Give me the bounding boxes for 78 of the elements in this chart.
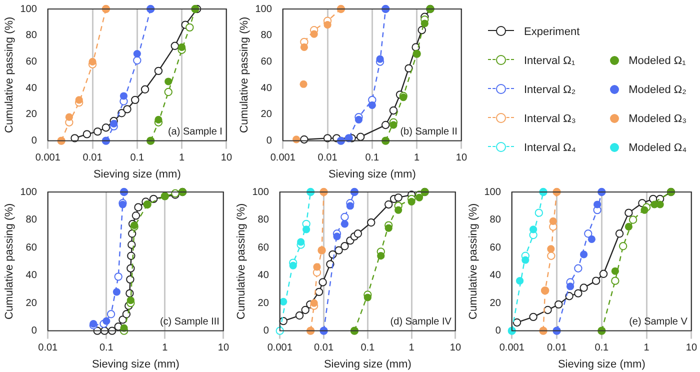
x-tick-label: 1	[162, 342, 168, 354]
y-tick-label: 100	[255, 4, 272, 15]
x-tick-label: 10	[456, 152, 468, 164]
annotation: (a) Sample I	[168, 126, 222, 138]
legend-label: Interval Ω₁	[524, 55, 576, 67]
x-tick-label: 1	[179, 152, 186, 164]
y-tick-label: 20	[260, 109, 272, 120]
y-axis-title: Cumulative passing (%)	[238, 16, 251, 133]
y-tick-label: 80	[260, 30, 272, 42]
x-axis-title: Sieving size (mm)	[324, 358, 412, 370]
annotation: (d) Sample IV	[390, 316, 452, 328]
x-tick-label: 1	[414, 152, 420, 164]
x-tick-label: 0.001	[35, 152, 61, 164]
y-tick-label: 100	[252, 186, 270, 198]
x-tick-label: 10	[450, 342, 462, 354]
y-tick-label: 20	[26, 109, 38, 120]
x-tick-label: 10	[218, 342, 230, 354]
x-tick-label: 0.1	[360, 342, 376, 354]
x-tick-label: 1	[644, 342, 650, 354]
y-tick-label: 100	[20, 4, 38, 15]
legend-label: Modeled Ω₄	[628, 142, 687, 154]
x-tick-label: 0.01	[318, 152, 338, 164]
x-tick-label: 0.001	[267, 342, 293, 354]
x-axis-title: Sieving size (mm)	[558, 358, 646, 370]
y-axis-title: Cumulative passing (%)	[4, 203, 16, 320]
y-tick-label: 0	[263, 326, 270, 337]
y-tick-label: 100	[484, 186, 502, 198]
y-tick-label: 100	[20, 186, 38, 198]
x-tick-label: 1	[408, 342, 415, 354]
legend-label: Modeled Ω₁	[628, 55, 686, 67]
y-tick-label: 80	[258, 214, 270, 226]
x-tick-label: 0.01	[314, 342, 334, 354]
y-tick-label: 0	[495, 326, 502, 337]
legend-label: Modeled Ω₃	[628, 113, 687, 125]
annotation: (e) Sample V	[629, 316, 688, 328]
x-tick-label: 0.001	[270, 152, 296, 164]
y-axis-title: Cumulative passing (%)	[468, 203, 480, 320]
y-tick-label: 0	[31, 326, 38, 337]
y-tick-label: 40	[26, 270, 38, 282]
x-tick-label: 0.1	[99, 342, 114, 354]
annotation: (c) Sample III	[160, 316, 220, 328]
y-tick-label: 60	[260, 56, 272, 68]
x-tick-label: 0.1	[130, 152, 145, 164]
annotation: (b) Sample II	[400, 126, 458, 138]
y-axis-title: Cumulative passing (%)	[4, 16, 16, 133]
y-tick-label: 40	[490, 270, 502, 282]
x-tick-label: 0.01	[38, 342, 58, 354]
y-tick-label: 60	[26, 56, 38, 68]
y-tick-label: 0	[266, 136, 272, 147]
y-tick-label: 60	[26, 242, 38, 254]
y-tick-label: 20	[26, 298, 38, 309]
y-tick-label: 80	[26, 214, 38, 226]
y-tick-label: 20	[490, 298, 502, 309]
y-tick-label: 60	[258, 242, 270, 254]
x-tick-label: 0.01	[547, 342, 567, 354]
y-tick-label: 40	[26, 82, 38, 94]
y-tick-label: 40	[260, 82, 272, 94]
legend-label: Interval Ω₃	[524, 113, 576, 125]
legend-label: Modeled Ω₂	[628, 84, 686, 96]
legend-label: Interval Ω₂	[524, 84, 576, 96]
x-tick-label: 0.1	[594, 342, 610, 354]
x-axis-title: Sieving size (mm)	[328, 168, 416, 180]
y-tick-label: 20	[258, 298, 270, 309]
x-axis-title: Sieving size (mm)	[92, 358, 180, 370]
legend-label: Interval Ω₄	[524, 142, 576, 154]
y-tick-label: 80	[490, 214, 502, 226]
x-tick-label: 10	[686, 342, 698, 354]
y-tick-label: 0	[31, 136, 38, 147]
y-tick-label: 80	[26, 30, 38, 42]
y-tick-label: 40	[258, 270, 270, 282]
y-tick-label: 60	[490, 242, 502, 254]
x-tick-label: 0.01	[82, 152, 103, 164]
x-tick-label: 0.1	[365, 152, 380, 164]
x-tick-label: 0.001	[499, 342, 525, 354]
x-tick-label: 10	[220, 152, 232, 164]
x-axis-title: Sieving size (mm)	[93, 168, 181, 180]
y-axis-title: Cumulative passing (%)	[236, 203, 248, 320]
legend-label: Experiment	[524, 26, 580, 38]
